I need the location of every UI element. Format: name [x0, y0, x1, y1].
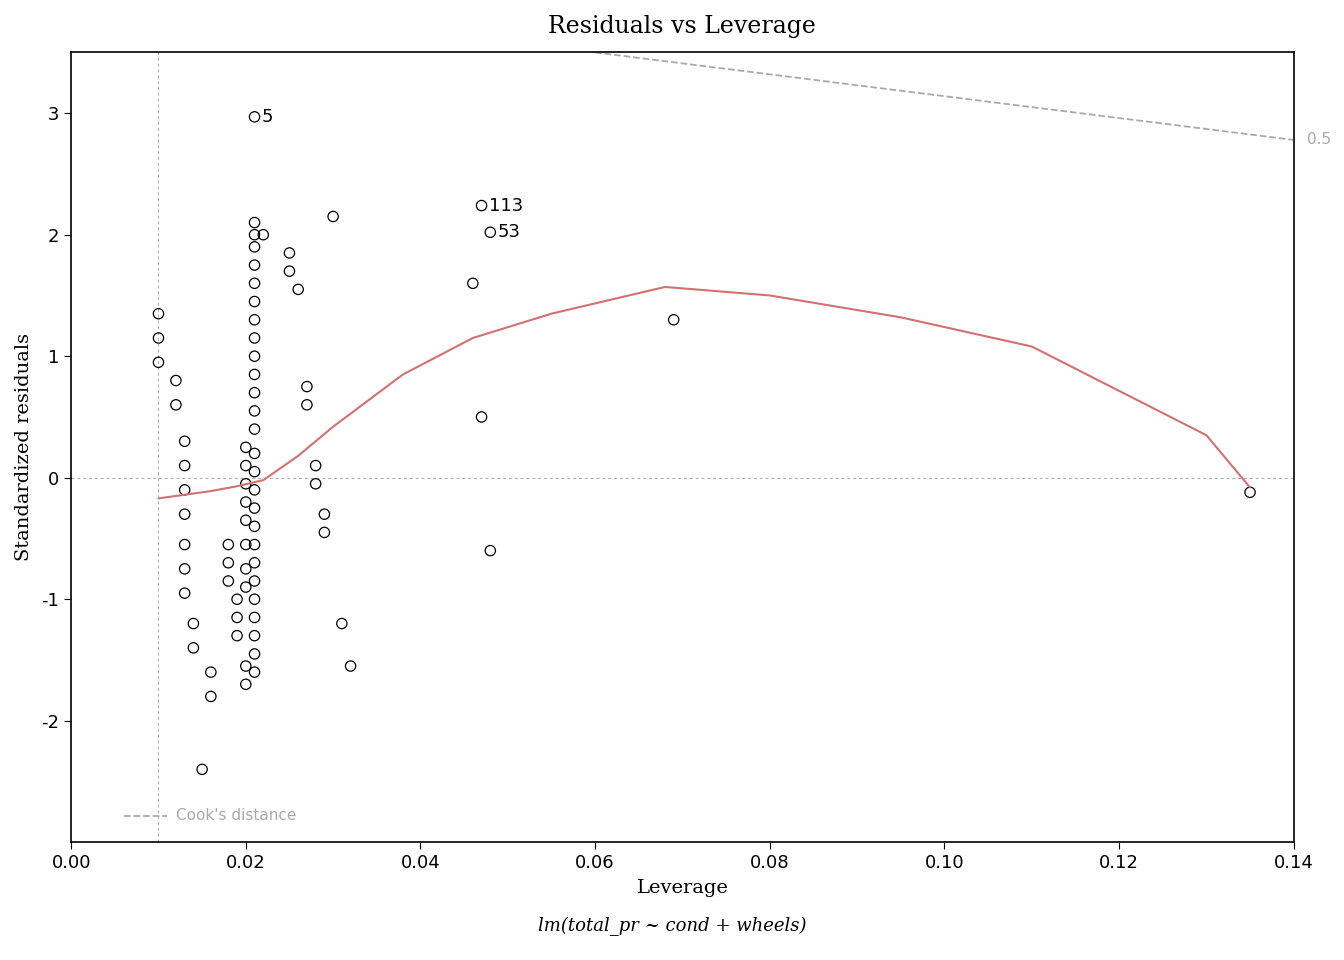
Point: [235, 580, 257, 595]
Point: [243, 421, 265, 437]
Point: [313, 507, 335, 522]
Point: [218, 573, 239, 588]
Y-axis label: Standardized residuals: Standardized residuals: [15, 333, 34, 562]
Point: [173, 586, 195, 601]
Text: 53: 53: [497, 224, 520, 241]
Point: [253, 227, 274, 242]
Point: [235, 458, 257, 473]
Point: [183, 640, 204, 656]
Point: [243, 555, 265, 570]
Point: [462, 276, 484, 291]
Point: [235, 476, 257, 492]
Point: [243, 500, 265, 516]
Point: [243, 109, 265, 125]
Point: [218, 555, 239, 570]
Point: [331, 616, 352, 632]
Point: [288, 281, 309, 297]
Point: [235, 440, 257, 455]
Point: [278, 263, 300, 278]
Point: [235, 659, 257, 674]
Point: [200, 664, 222, 680]
Text: 0.5: 0.5: [1306, 132, 1331, 148]
Point: [480, 225, 501, 240]
Point: [183, 616, 204, 632]
Point: [243, 628, 265, 643]
Point: [200, 688, 222, 704]
Point: [235, 562, 257, 577]
Point: [148, 330, 169, 346]
Point: [243, 348, 265, 364]
Point: [1239, 485, 1261, 500]
Point: [173, 537, 195, 552]
X-axis label: Leverage: Leverage: [637, 879, 728, 897]
Point: [243, 664, 265, 680]
Point: [243, 257, 265, 273]
Point: [243, 573, 265, 588]
Point: [235, 513, 257, 528]
Point: [313, 525, 335, 540]
Point: [148, 354, 169, 370]
Point: [243, 445, 265, 461]
Text: 113: 113: [489, 197, 523, 214]
Point: [243, 482, 265, 497]
Point: [323, 209, 344, 225]
Point: [235, 537, 257, 552]
Point: [173, 458, 195, 473]
Point: [165, 372, 187, 388]
Point: [148, 306, 169, 322]
Point: [243, 330, 265, 346]
Point: [235, 494, 257, 510]
Point: [243, 537, 265, 552]
Point: [296, 379, 317, 395]
Point: [296, 397, 317, 413]
Point: [191, 761, 212, 777]
Text: Cook's distance: Cook's distance: [176, 808, 296, 823]
Text: lm(total_pr ~ cond + wheels): lm(total_pr ~ cond + wheels): [538, 917, 806, 936]
Point: [235, 677, 257, 692]
Point: [243, 403, 265, 419]
Point: [305, 458, 327, 473]
Point: [243, 385, 265, 400]
Point: [470, 409, 492, 424]
Point: [663, 312, 684, 327]
Point: [278, 245, 300, 260]
Point: [173, 562, 195, 577]
Point: [243, 239, 265, 254]
Point: [243, 518, 265, 534]
Point: [470, 198, 492, 213]
Point: [243, 227, 265, 242]
Point: [218, 537, 239, 552]
Point: [173, 507, 195, 522]
Point: [226, 610, 247, 625]
Point: [173, 482, 195, 497]
Point: [243, 215, 265, 230]
Point: [165, 397, 187, 413]
Point: [243, 367, 265, 382]
Point: [305, 476, 327, 492]
Point: [243, 312, 265, 327]
Title: Residuals vs Leverage: Residuals vs Leverage: [548, 15, 816, 38]
Point: [226, 628, 247, 643]
Point: [480, 543, 501, 559]
Point: [243, 464, 265, 479]
Point: [243, 591, 265, 607]
Point: [243, 276, 265, 291]
Point: [243, 610, 265, 625]
Point: [243, 294, 265, 309]
Point: [243, 646, 265, 661]
Point: [226, 591, 247, 607]
Point: [173, 434, 195, 449]
Point: [340, 659, 362, 674]
Text: 5: 5: [262, 108, 273, 126]
